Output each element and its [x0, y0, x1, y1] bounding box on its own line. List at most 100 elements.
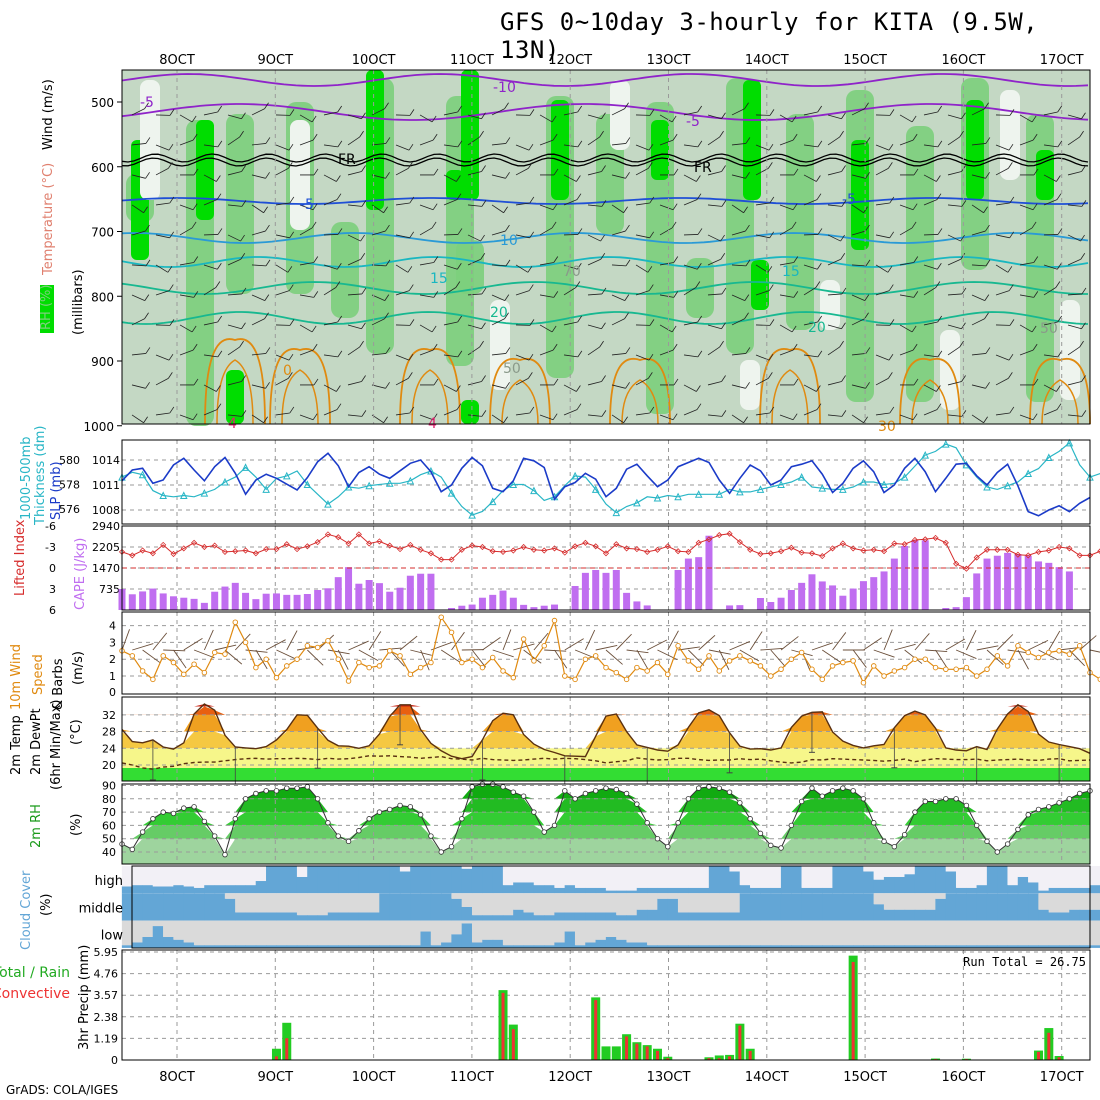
- wind-barb: [491, 174, 506, 179]
- wind-barb-flag: [407, 266, 413, 273]
- wind-barb: [155, 412, 170, 416]
- cloud-high-clear: [142, 866, 154, 886]
- wind-barb: [923, 144, 938, 148]
- wind-barb: [539, 294, 554, 298]
- cloud-middle-bar: [255, 912, 267, 921]
- wind-barb: [275, 264, 289, 273]
- cloud-low-bar: [657, 945, 669, 948]
- wind-barb-flag: [817, 140, 823, 148]
- rh2m-point: [603, 785, 609, 791]
- wind-barb-flag: [767, 266, 773, 273]
- wind-barb: [587, 114, 602, 120]
- wind10-barb: [255, 649, 268, 670]
- wind-barb-flag: [961, 410, 967, 417]
- wind-barb-flag: [383, 206, 388, 213]
- wind-barb-flag: [432, 343, 438, 351]
- wind-barb: [347, 258, 361, 266]
- wind-barb: [851, 294, 865, 301]
- cloud-high-bar: [224, 885, 236, 894]
- cloud-low-bar: [173, 939, 185, 948]
- cloud-high-bar: [636, 887, 648, 894]
- thickness-point: [241, 463, 250, 471]
- cape-bar: [375, 583, 383, 610]
- wind-barb-flag: [528, 143, 534, 151]
- wind-barb-flag: [360, 253, 366, 260]
- cloud-high-clear: [698, 866, 710, 888]
- cloud-middle-bar: [276, 912, 288, 921]
- rh2m-point: [459, 816, 465, 822]
- wind10-speed-point: [726, 658, 733, 664]
- cloud-high-clear: [688, 866, 700, 888]
- wind-barb: [539, 324, 553, 333]
- wind-barb-flag: [648, 353, 654, 361]
- cloud-high-bar: [492, 866, 504, 894]
- cloud-middle-clear: [338, 893, 350, 913]
- wind-barb: [203, 144, 218, 148]
- cloud-low-bar: [451, 934, 463, 948]
- wind-barb-flag: [937, 228, 943, 235]
- wind-barb: [683, 234, 699, 236]
- wind10-barb: [935, 649, 948, 669]
- wind-barb-flag: [503, 416, 508, 423]
- wind10-barb: [615, 633, 632, 651]
- rh2m-point: [675, 820, 681, 826]
- temp-contour-25: [269, 348, 331, 425]
- wind-barb: [971, 414, 984, 424]
- cloud-low-clear: [183, 920, 195, 943]
- cloud-high-clear: [513, 866, 525, 883]
- cloud-middle-bar: [935, 898, 947, 921]
- wind-barb-flag: [816, 175, 821, 182]
- cloud-high-clear: [739, 866, 751, 886]
- wind-barb-flag: [1081, 200, 1087, 207]
- cloud-low-clear: [1079, 920, 1091, 946]
- wind10-barb: [368, 631, 382, 651]
- wind-barb-flag: [792, 413, 798, 420]
- wind-barb-flag: [529, 231, 535, 239]
- cloud-middle-bar: [791, 893, 803, 921]
- wind-barb: [611, 294, 625, 301]
- wind-barb: [347, 324, 362, 330]
- cloud-middle-clear: [358, 893, 370, 913]
- cloud-middle-bar: [564, 912, 576, 921]
- wind-barb: [1019, 114, 1033, 123]
- wind-barb: [491, 230, 506, 236]
- wind-barb: [539, 227, 553, 236]
- cape-bar: [334, 577, 342, 610]
- wind-barb-flag: [769, 196, 775, 204]
- lifted-index-point: [293, 546, 301, 553]
- wind-barb: [467, 136, 480, 146]
- wind-barb: [443, 409, 458, 416]
- wind-barb: [611, 204, 624, 214]
- rh2m-point: [695, 785, 702, 791]
- wind-barb: [323, 111, 338, 116]
- rh-mid-region: [786, 114, 814, 330]
- thickness-point: [859, 477, 868, 486]
- lifted-index-point: [798, 549, 805, 556]
- cloud-low-clear: [1028, 920, 1039, 946]
- wind-barb: [995, 377, 1009, 386]
- wind-barb-flag: [600, 234, 605, 242]
- cape-bar: [1045, 562, 1053, 610]
- wind-barb: [491, 108, 505, 116]
- cloud-panel-frame: [131, 865, 1091, 949]
- cape-bar: [345, 567, 353, 610]
- wind-barb: [395, 167, 409, 176]
- rh2m-point: [531, 809, 537, 815]
- cloud-high-clear: [461, 866, 473, 869]
- rh2m-point: [253, 790, 259, 797]
- rh2m-point: [562, 788, 568, 794]
- wind-barb-flag: [841, 410, 847, 417]
- wind10-speed-point: [623, 676, 630, 683]
- cloud-high-clear: [945, 866, 957, 872]
- lifted-index-point: [149, 550, 156, 557]
- wind-barb-flag: [265, 259, 271, 267]
- cloud-low-clear: [482, 920, 494, 940]
- wind-barb: [299, 262, 314, 266]
- wind10-speed-point: [366, 664, 372, 671]
- wind-barb-flag: [1008, 284, 1014, 291]
- cloud-low-bar: [1058, 945, 1070, 948]
- wind-barb-flag: [816, 385, 821, 392]
- cloud-middle-bar: [502, 915, 514, 921]
- wind-barb: [131, 294, 145, 301]
- wind-barb: [827, 258, 841, 266]
